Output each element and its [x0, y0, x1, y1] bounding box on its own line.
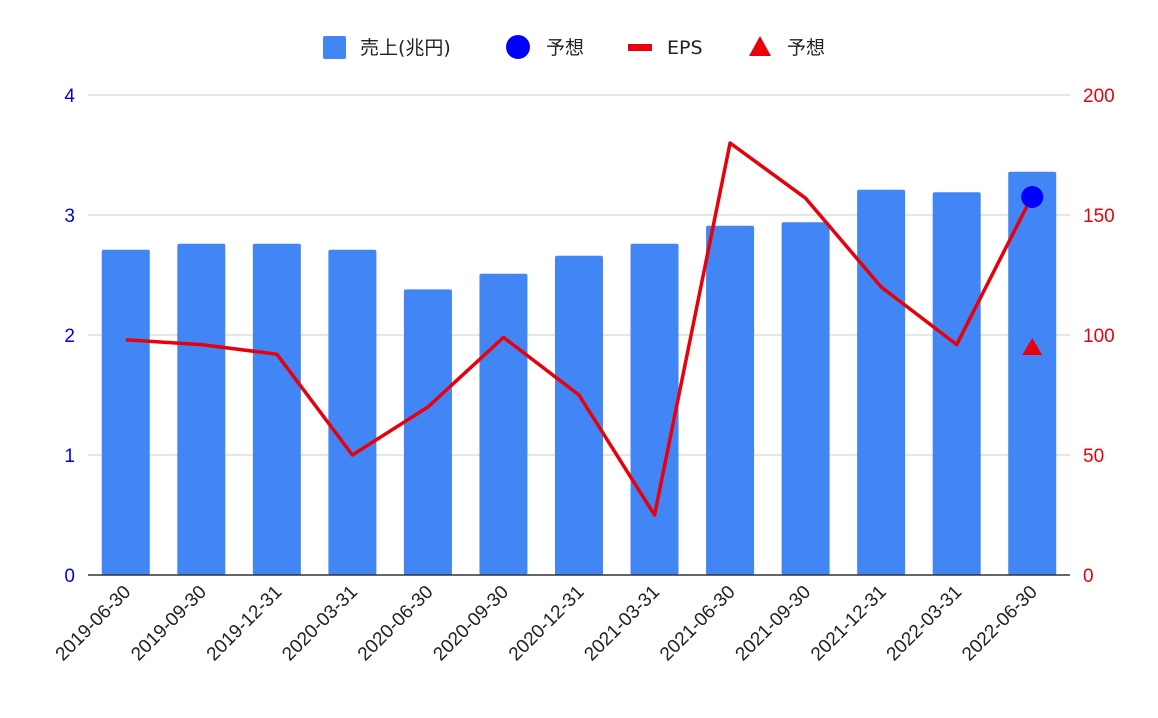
- left-axis-tick-label: 3: [64, 206, 75, 227]
- bar: [857, 189, 906, 576]
- legend-swatch-line: [628, 44, 652, 51]
- right-axis-tick-label: 0: [1083, 566, 1094, 587]
- bar: [252, 243, 301, 576]
- legend-label: 売上(兆円): [360, 37, 451, 59]
- x-axis-tick-label: 2022-06-30: [958, 582, 1042, 666]
- right-axis-tick-label: 50: [1083, 446, 1104, 467]
- bar: [706, 225, 755, 576]
- legend-swatch-triangle: [749, 36, 771, 56]
- legend-swatch-bar: [323, 36, 346, 59]
- x-axis-tick-label: 2019-06-30: [52, 582, 136, 666]
- bar: [177, 243, 226, 576]
- legend-label: EPS: [667, 37, 703, 59]
- line-series: [125, 141, 1034, 517]
- bar: [555, 255, 603, 576]
- right-axis-tick-label: 200: [1083, 86, 1115, 107]
- x-axis-tick-label: 2021-06-30: [656, 582, 740, 666]
- bar: [479, 273, 528, 575]
- left-axis-tick-label: 1: [64, 446, 75, 467]
- x-axis-tick-label: 2020-03-31: [278, 582, 362, 666]
- bar: [403, 289, 452, 575]
- left-axis-tick-label: 2: [64, 326, 75, 347]
- forecast-sales-point: [1021, 186, 1044, 208]
- bar-series: [101, 171, 1057, 576]
- left-axis-tick-label: 0: [64, 566, 75, 587]
- legend-label: 予想: [787, 37, 825, 59]
- x-axis-tick-label: 2019-09-30: [127, 582, 211, 666]
- right-axis-tick-label: 100: [1083, 326, 1115, 347]
- legend-swatch-circle: [506, 35, 530, 59]
- forecast-markers: [1021, 186, 1044, 355]
- legend-label: 予想: [546, 37, 584, 59]
- bar: [781, 222, 830, 575]
- bar: [1008, 171, 1057, 576]
- right-axis-tick-label: 150: [1083, 206, 1115, 227]
- x-axis-tick-label: 2021-03-31: [580, 582, 664, 666]
- x-axis-tick-label: 2019-12-31: [203, 582, 287, 666]
- bar: [932, 192, 981, 575]
- x-axis-tick-label: 2020-12-31: [505, 582, 589, 666]
- x-axis-tick-label: 2020-06-30: [354, 582, 438, 666]
- x-axis-tick-label: 2020-09-30: [429, 582, 513, 666]
- bar: [101, 249, 150, 576]
- x-axis-tick-label: 2022-03-31: [883, 582, 967, 666]
- forecast-eps-point: [1022, 338, 1043, 355]
- x-axis-tick-label: 2021-09-30: [732, 582, 816, 666]
- left-axis-tick-label: 4: [64, 86, 75, 107]
- legend: 売上(兆円) 予想 EPS 予想: [323, 35, 825, 59]
- bar: [630, 243, 679, 576]
- x-axis-tick-label: 2021-12-31: [807, 582, 891, 666]
- bar: [328, 249, 377, 576]
- eps-line: [125, 141, 1034, 517]
